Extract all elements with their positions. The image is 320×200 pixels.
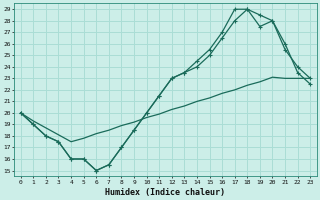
X-axis label: Humidex (Indice chaleur): Humidex (Indice chaleur) [106, 188, 226, 197]
